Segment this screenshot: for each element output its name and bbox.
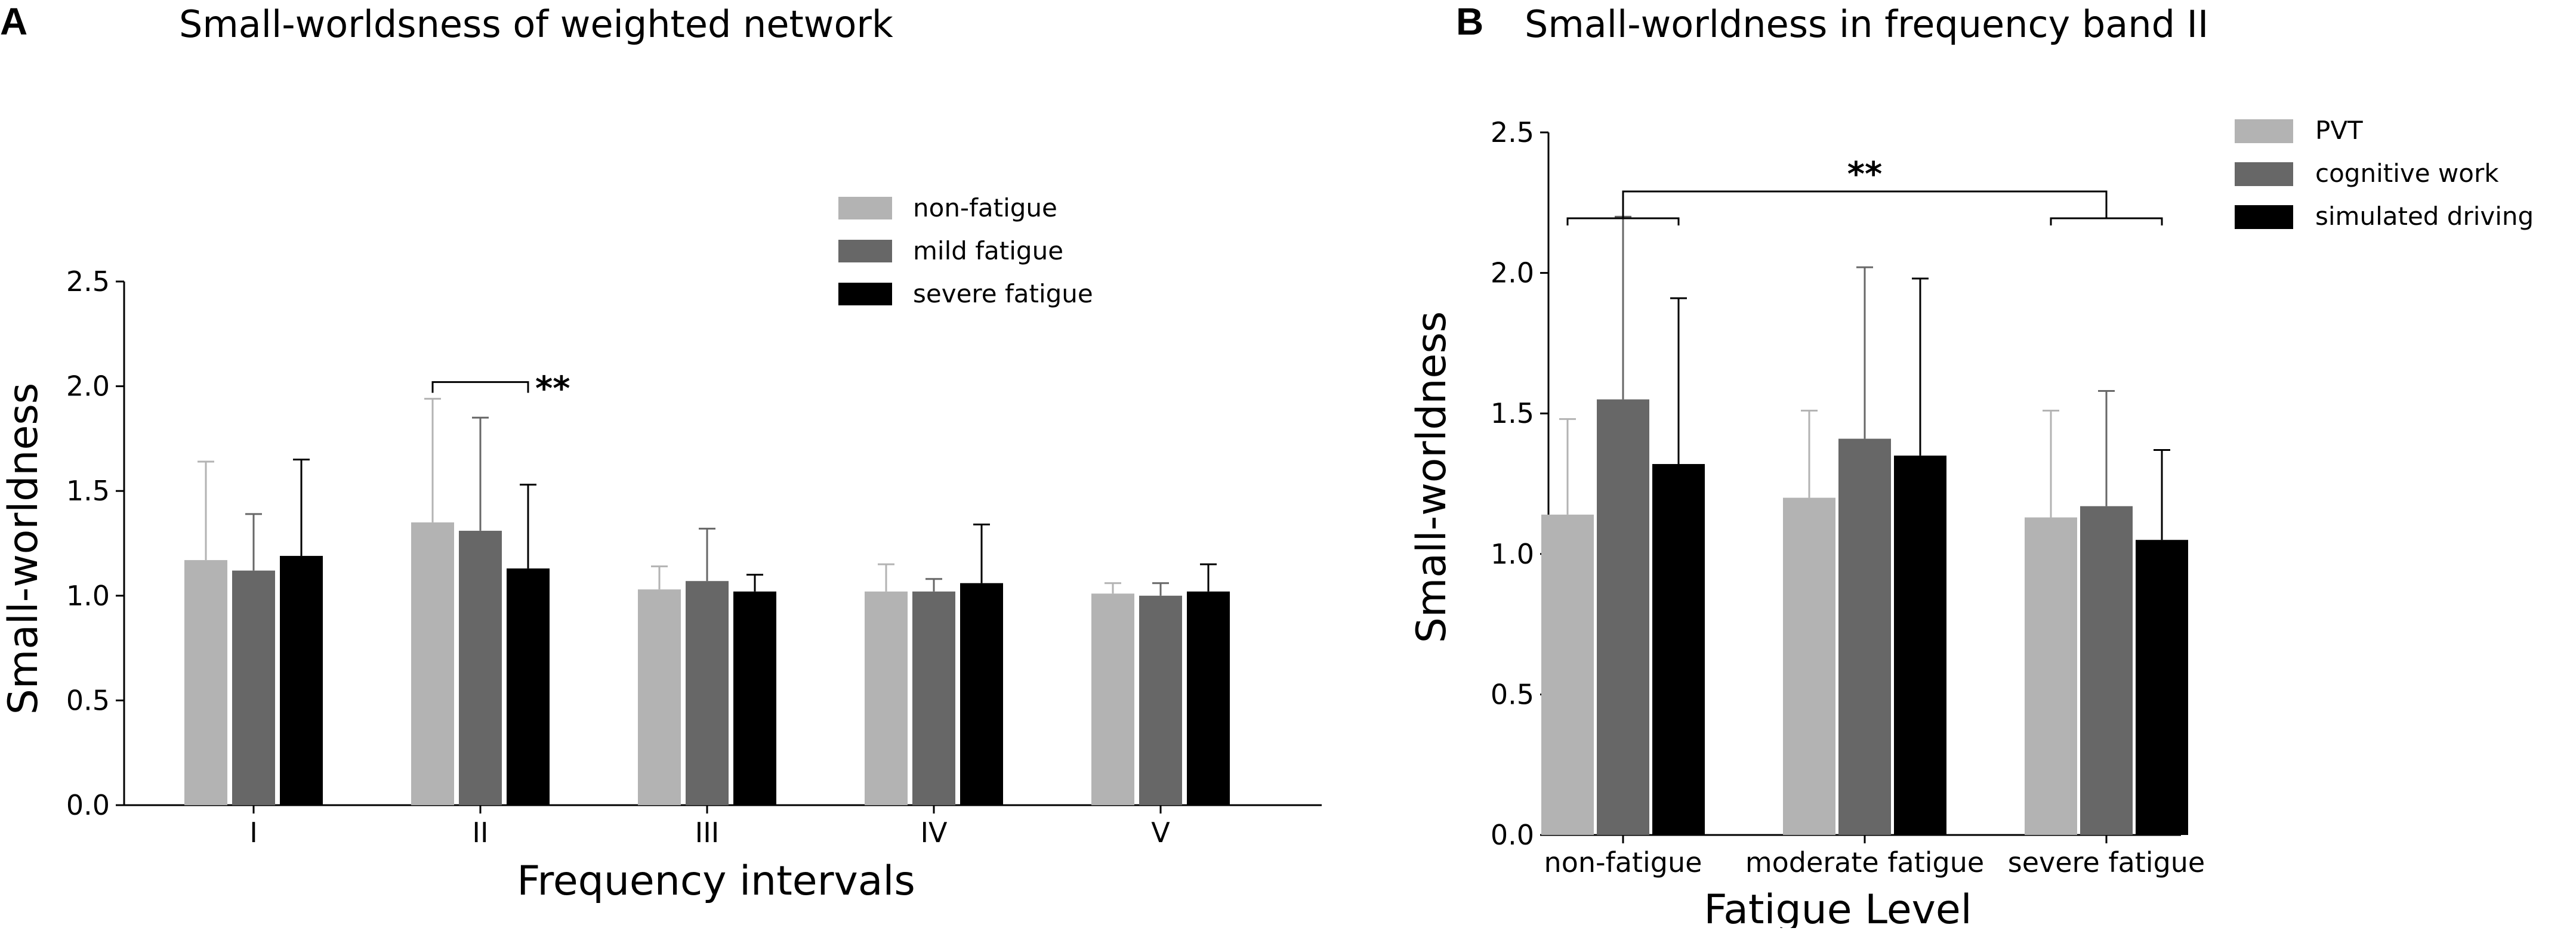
panel-a-bar [865, 591, 908, 805]
panel-b-legend-label: simulated driving [2315, 202, 2534, 231]
panel-a-letter: A [0, 0, 27, 43]
panel-a-x-tick-label: III [695, 816, 720, 849]
panel-b-title-band: II [2187, 2, 2209, 46]
panel-a-x-axis-label: Frequency intervals [517, 858, 915, 905]
panel-b-legend-swatch [2235, 119, 2293, 143]
panel-a-bar [507, 568, 550, 805]
panel-a-bar [280, 556, 323, 805]
panel-b-letter: B [1456, 0, 1483, 43]
panel-a-legend-label: severe fatigue [913, 279, 1093, 308]
panel-a-title: Small-worldsness of weighted network [179, 2, 893, 46]
panel-a-x-tick-label: V [1151, 816, 1170, 849]
panel-a-y-tick-label: 0.0 [66, 789, 110, 821]
panel-a-y-tick-label: 1.0 [66, 580, 110, 612]
panel-b-x-tick-label: moderate fatigue [1745, 846, 1984, 879]
panel-a-y-axis-label: Small-worldness [0, 383, 47, 715]
panel-b-title: Small-worldness in frequency band II [1525, 2, 2208, 46]
panel-a-legend-swatch [838, 283, 892, 305]
panel-b-title-main: Small-worldness in frequency band [1525, 2, 2175, 46]
panel-a-bar [1187, 591, 1230, 805]
panel-b-y-tick-label: 2.5 [1491, 116, 1534, 149]
panel-a-bar [459, 530, 502, 805]
panel-b-y-tick-label: 1.0 [1491, 538, 1534, 570]
panel-a-bar [232, 570, 275, 805]
panel-a-legend-label: mild fatigue [913, 236, 1063, 265]
panel-b-x-tick-label: non-fatigue [1544, 846, 1702, 879]
panel-a-legend-label: non-fatigue [913, 193, 1057, 222]
panel-b-significance-label: ** [1847, 155, 1883, 194]
panel-b-legend-label: cognitive work [2315, 159, 2499, 188]
panel-a-bar [411, 522, 454, 805]
panel-a-bar [1139, 595, 1182, 805]
panel-b-legend-swatch [2235, 205, 2293, 229]
panel-b-y-tick-label: 2.0 [1491, 257, 1534, 289]
panel-a-bar [960, 583, 1003, 805]
panel-a-y-tick-label: 0.5 [66, 684, 110, 716]
panel-b-bar [1541, 514, 1594, 835]
panel-b-legend-label: PVT [2315, 116, 2363, 145]
panel-b-x-tick-label: severe fatigue [2008, 846, 2205, 879]
panel-a-legend-swatch [838, 240, 892, 262]
panel-a-bar [912, 591, 955, 805]
panel-b-significance-bracket [1622, 190, 2108, 218]
panel-b-bar [1597, 399, 1649, 835]
panel-b-y-axis-label: Small-worldness [1408, 311, 1455, 643]
panel-a-y-tick-label: 2.0 [66, 370, 110, 403]
panel-a-x-tick-label: I [249, 816, 258, 849]
panel-a-significance-bracket [431, 381, 529, 393]
panel-a-bar [638, 589, 681, 805]
panel-b-bar [2025, 517, 2077, 835]
panel-a-bar [686, 581, 729, 805]
panel-b-group-bracket-right [2050, 217, 2163, 225]
panel-a-bar [184, 560, 227, 805]
panel-b-y-tick-label: 1.5 [1491, 397, 1534, 429]
panel-b-y-tick-label: 0.5 [1491, 678, 1534, 710]
panel-a-y-tick-label: 1.5 [66, 475, 110, 507]
panel-b-y-tick-label: 0.0 [1491, 819, 1534, 851]
panel-a-legend-swatch [838, 197, 892, 219]
panel-a-x-tick-label: IV [920, 816, 948, 849]
panel-a-x-tick-label: II [472, 816, 488, 849]
panel-b-legend-swatch [2235, 162, 2293, 186]
panel-b-x-axis-label: Fatigue Level [1704, 886, 1972, 928]
panel-b-bar [1894, 455, 1946, 835]
panel-b-plot: 0.0 0.5 1.0 1.5 2.0 2.5 non-fatigue moderate fa… [1491, 116, 2534, 879]
panel-b-bar [1838, 438, 1891, 835]
panel-b-bar [1652, 464, 1705, 835]
panel-a-significance-label: ** [535, 370, 570, 409]
panel-a-plot: 0.00.51.01.52.02.5I II III IV Vnon-fatiguemi… [66, 193, 1322, 849]
panel-a-y-tick-label: 2.5 [66, 265, 110, 298]
panel-b-bar [2136, 540, 2188, 835]
panel-b-bar [2080, 506, 2133, 835]
panel-b-bar [1783, 497, 1835, 835]
panel-a-bar [733, 591, 776, 805]
panel-a-bar [1091, 593, 1134, 805]
